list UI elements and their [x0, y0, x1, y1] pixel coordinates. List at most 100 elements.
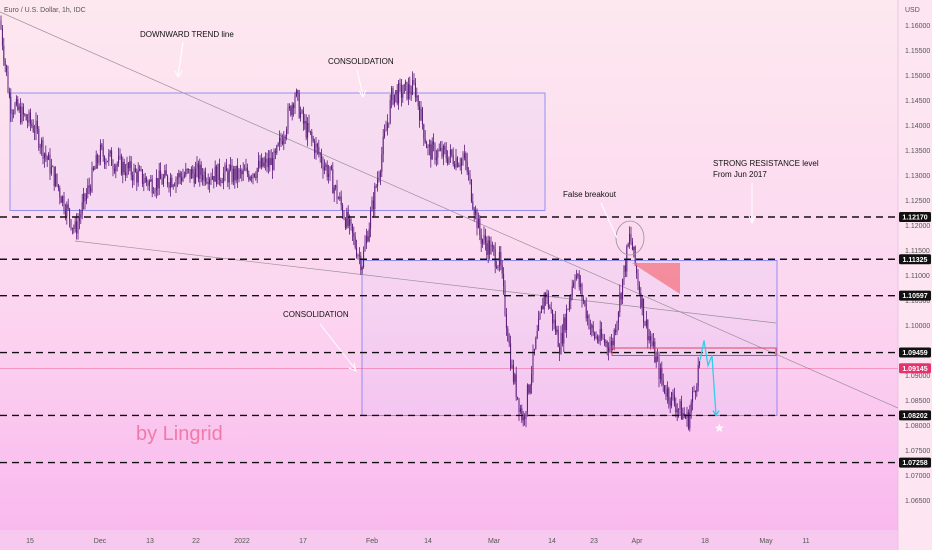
- candle-body: [318, 146, 320, 154]
- candle-body: [322, 163, 324, 171]
- candle-body: [371, 200, 373, 212]
- candle-body: [169, 177, 171, 189]
- candle-body: [339, 196, 341, 199]
- candle-body: [237, 165, 239, 180]
- consolidation-zone[interactable]: [361, 260, 778, 416]
- candle-body: [360, 255, 362, 271]
- candle-body: [575, 275, 577, 279]
- candle-body: [454, 164, 456, 168]
- projection-path[interactable]: [699, 340, 717, 416]
- candle-body: [80, 214, 82, 218]
- level-price-label-text: 1.09459: [902, 350, 927, 357]
- candle-body: [554, 319, 556, 332]
- candle-body: [617, 312, 619, 323]
- candle-body: [476, 210, 478, 229]
- candle-body: [144, 177, 146, 183]
- candle-body: [252, 173, 254, 179]
- candle-body: [552, 309, 554, 324]
- candle-body: [340, 196, 342, 206]
- arrow-consolidation-top-head: [358, 89, 367, 99]
- candle-body: [379, 171, 381, 178]
- candle-body: [567, 309, 569, 310]
- candle-body: [577, 274, 579, 276]
- candle-body: [388, 122, 390, 124]
- candle-body: [181, 177, 183, 182]
- candle-body: [694, 390, 696, 393]
- candle-body: [496, 266, 498, 269]
- candle-body: [48, 154, 50, 160]
- candle-body: [171, 177, 173, 187]
- candle-body: [440, 148, 442, 151]
- false-breakout-zone[interactable]: [632, 263, 680, 294]
- candle-body: [217, 163, 219, 185]
- candle-body: [69, 208, 71, 220]
- candle-body: [533, 349, 535, 352]
- candle-body: [175, 179, 177, 186]
- level-price-label-text: 1.11325: [903, 257, 928, 264]
- candle-body: [147, 181, 149, 186]
- candle-body: [630, 233, 632, 242]
- candle-body: [347, 211, 349, 226]
- candle-body: [90, 187, 92, 192]
- candle-body: [34, 131, 36, 133]
- y-tick-label: 1.06500: [905, 498, 930, 505]
- candle-body: [53, 166, 55, 186]
- candle-body: [267, 158, 269, 168]
- candle-body: [643, 298, 645, 322]
- candle-body: [468, 172, 470, 175]
- downward-trend-line[interactable]: [0, 11, 899, 409]
- candle-body: [224, 165, 226, 174]
- candle-body: [606, 341, 608, 348]
- false-breakout-circle[interactable]: [615, 220, 645, 256]
- candle-body: [430, 144, 432, 160]
- candle-body: [692, 391, 694, 403]
- candle-body: [146, 177, 148, 182]
- candle-body: [83, 193, 85, 203]
- candle-body: [386, 122, 388, 130]
- candle-body: [519, 408, 521, 413]
- candle-body: [311, 132, 313, 139]
- projection-arrowhead: [712, 410, 720, 417]
- candle-body: [442, 146, 444, 157]
- candle-body: [549, 307, 551, 309]
- candle-body: [560, 332, 562, 354]
- candle-body: [200, 164, 202, 176]
- candle-body: [570, 296, 572, 302]
- level-price-label: [899, 290, 931, 301]
- candle-body: [685, 415, 687, 419]
- candle-body: [431, 141, 433, 160]
- candle-body: [699, 361, 701, 365]
- candle-body: [43, 153, 45, 159]
- candle-body: [130, 161, 132, 176]
- candle-body: [190, 169, 192, 179]
- candle-body: [116, 163, 118, 166]
- candle-body: [634, 246, 636, 265]
- x-tick-label: Apr: [632, 538, 644, 545]
- candle-body: [470, 179, 472, 202]
- candle-body: [246, 167, 248, 174]
- candle-body: [483, 235, 485, 240]
- candle-body: [50, 166, 52, 174]
- candle-body: [574, 278, 576, 284]
- candle-body: [165, 170, 167, 176]
- candle-body: [52, 166, 54, 168]
- candle-body: [336, 185, 338, 200]
- candle-body: [358, 255, 360, 256]
- axis-currency-label: USD: [905, 7, 920, 14]
- candle-body: [134, 168, 136, 172]
- candle-body: [102, 147, 104, 157]
- candle-body: [81, 202, 83, 215]
- candle-body: [393, 94, 395, 105]
- candle-body: [395, 90, 397, 95]
- support-trend-line[interactable]: [74, 240, 777, 324]
- candle-body: [420, 108, 422, 121]
- candle-body: [88, 185, 90, 188]
- candle-body: [510, 343, 512, 368]
- candle-body: [337, 198, 339, 200]
- candle-body: [231, 165, 233, 182]
- candle-body: [179, 172, 181, 178]
- candle-body: [566, 309, 568, 330]
- resistance-box[interactable]: [611, 347, 777, 356]
